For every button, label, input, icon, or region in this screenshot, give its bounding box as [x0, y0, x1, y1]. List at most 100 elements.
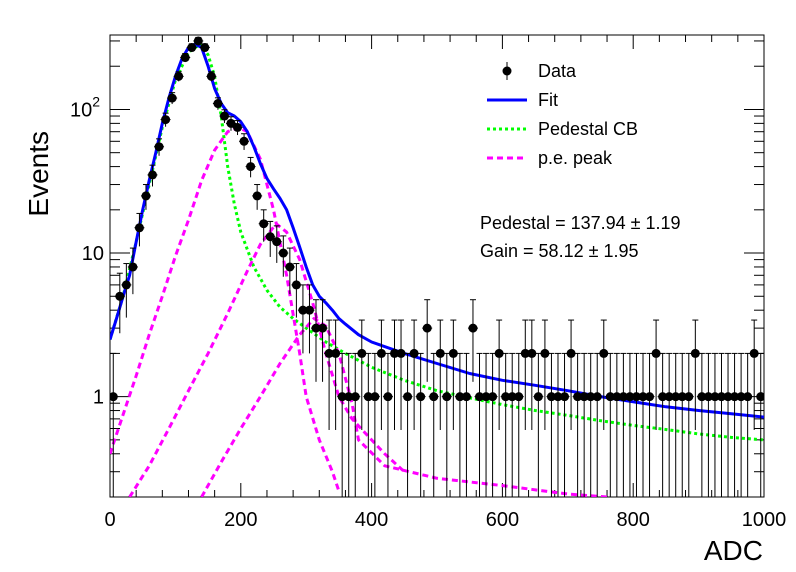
- data-point: [271, 225, 282, 263]
- data-point: [396, 319, 407, 430]
- point-marker: [272, 237, 282, 247]
- series-line-1-p-e-peak: [110, 125, 341, 492]
- data-point: [147, 164, 158, 187]
- data-point: [199, 43, 210, 53]
- data-point: [644, 352, 655, 497]
- point-marker: [710, 392, 720, 402]
- point-marker: [501, 392, 511, 402]
- data-point: [651, 319, 662, 430]
- point-marker: [749, 348, 759, 358]
- point-marker: [520, 348, 530, 358]
- data-point: [369, 352, 380, 497]
- point-marker: [239, 136, 249, 146]
- point-marker: [252, 191, 262, 201]
- data-point: [605, 352, 616, 497]
- plot-frame: [109, 34, 765, 498]
- data-point: [337, 352, 348, 497]
- plot-area: [109, 34, 765, 498]
- data-point: [330, 319, 341, 430]
- point-marker: [533, 392, 543, 402]
- point-marker: [396, 348, 406, 358]
- point-marker: [337, 392, 347, 402]
- point-marker: [684, 392, 694, 402]
- data-point: [677, 352, 688, 497]
- data-point: [121, 263, 132, 318]
- legend: Data Fit Pedestal CB p.e. peak: [487, 61, 638, 168]
- data-point: [709, 352, 720, 497]
- point-marker: [226, 118, 236, 128]
- data-point: [566, 319, 577, 430]
- point-marker: [514, 392, 524, 402]
- point-marker: [128, 262, 138, 272]
- data-point: [317, 299, 328, 382]
- point-marker: [677, 392, 687, 402]
- point-marker: [448, 348, 458, 358]
- x-axis: 0 200 400 600 800 1000: [104, 35, 786, 531]
- point-marker: [488, 392, 498, 402]
- point-marker: [206, 71, 216, 81]
- data-point: [500, 352, 511, 497]
- x-tick-label: 0: [104, 509, 115, 531]
- data-point: [539, 319, 550, 430]
- point-marker: [403, 392, 413, 402]
- point-marker: [311, 323, 321, 333]
- data-point: [631, 352, 642, 497]
- point-marker: [298, 305, 308, 315]
- point-marker: [546, 392, 556, 402]
- point-marker: [756, 392, 764, 402]
- point-marker: [638, 392, 648, 402]
- point-marker: [285, 262, 295, 272]
- data-point: [193, 36, 204, 46]
- x-tick-label: 600: [486, 509, 519, 531]
- data-point: [487, 352, 498, 497]
- point-marker: [259, 219, 269, 229]
- data-point: [585, 352, 596, 497]
- data-point: [284, 247, 295, 295]
- point-marker: [265, 232, 275, 242]
- data-point: [343, 352, 354, 497]
- legend-entry: Data: [502, 61, 577, 81]
- data-point: [624, 352, 635, 497]
- fit-result: Pedestal = 137.94 ± 1.19: [480, 213, 681, 233]
- data-point: [291, 263, 302, 318]
- data-point: [618, 352, 629, 497]
- fit-result-value: 137.94: [571, 213, 626, 233]
- data-point: [520, 319, 531, 430]
- point-marker: [291, 280, 301, 290]
- data-point: [180, 53, 191, 63]
- legend-point-marker: [502, 66, 512, 76]
- data-point: [592, 352, 603, 497]
- point-marker: [730, 392, 740, 402]
- point-marker: [494, 348, 504, 358]
- data-point: [415, 352, 426, 497]
- data-point: [304, 284, 315, 354]
- point-marker: [592, 392, 602, 402]
- point-marker: [560, 392, 570, 402]
- point-marker: [148, 170, 158, 180]
- point-marker: [579, 392, 589, 402]
- data-point: [140, 184, 151, 210]
- point-marker: [435, 348, 445, 358]
- data-point: [579, 352, 590, 497]
- data-point: [559, 352, 570, 497]
- data-point: [356, 319, 367, 430]
- fit-result-name: Gain: [480, 241, 518, 261]
- fit-result-error: 1.95: [603, 241, 638, 261]
- data-point: [755, 352, 764, 497]
- data-point: [552, 352, 563, 497]
- point-marker: [475, 392, 485, 402]
- series-line-3-p-e-peak: [200, 317, 608, 497]
- point-marker: [697, 392, 707, 402]
- data-point: [749, 319, 760, 430]
- data-point: [110, 352, 119, 497]
- data-point: [664, 352, 675, 497]
- point-marker: [690, 348, 700, 358]
- data-point: [239, 133, 250, 150]
- point-marker: [416, 392, 426, 402]
- point-marker: [180, 53, 190, 63]
- data-point: [526, 319, 537, 430]
- point-marker: [566, 348, 576, 358]
- point-marker: [370, 392, 380, 402]
- point-marker: [507, 392, 517, 402]
- point-marker: [110, 392, 118, 402]
